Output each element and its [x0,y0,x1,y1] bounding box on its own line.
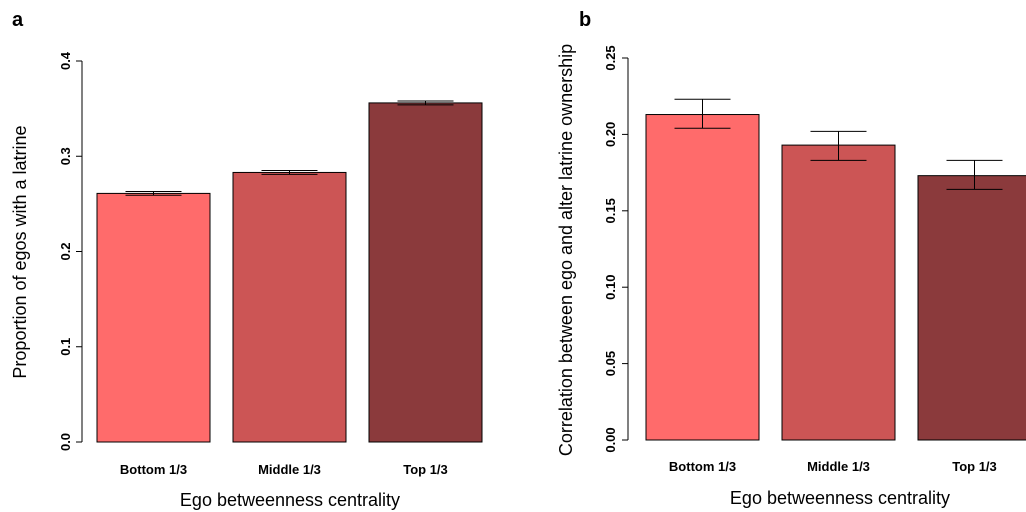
panel-a-x-tick-label: Bottom 1/3 [120,462,187,477]
panel-a-bar [96,192,211,443]
panel-b-label: b [579,9,591,31]
panel-a-bar [368,102,483,443]
panel-b-bar [917,175,1026,441]
panel-a-label: a [12,9,24,31]
panel-a-bar [232,171,347,443]
panel-b-x-tick-label: Top 1/3 [952,459,997,474]
panel-a-y-tick-label: 0.2 [58,242,73,260]
panel-b-y-axis-title: Correlation between ego and alter latrin… [556,44,576,456]
panel-a-y-tick-label: 0.3 [58,147,73,165]
panel-b-bar [645,114,760,441]
panel-a-x-axis-title: Ego betweenness centrality [180,490,400,510]
panel-a-plot-area: 0.0 0.1 0.2 0.3 0.4 Bottom 1/3 Middle 1/3 Top 1… [58,51,483,477]
panel-a: a Proportion of egos with a latrine Ego … [10,9,483,510]
panel-b-plot-area: 0.00 0.05 0.10 0.15 0.20 0.25 Bottom 1/3 Middle… [603,45,1026,474]
panel-b-y-tick-label: 0.25 [603,45,618,70]
panel-a-y-tick-label: 0.0 [58,433,73,451]
panel-a-x-tick-label: Top 1/3 [403,462,448,477]
panel-b-y-tick-label: 0.00 [603,427,618,452]
panel-b: b Correlation between ego and alter latr… [556,9,1026,508]
panel-a-y-tick-label: 0.4 [58,51,73,70]
panel-b-y-tick-label: 0.20 [603,122,618,147]
panel-a-y-axis-title: Proportion of egos with a latrine [10,125,30,378]
panel-a-y-tick-label: 0.1 [58,338,73,356]
panel-b-y-tick-label: 0.05 [603,351,618,376]
panel-b-x-axis-title: Ego betweenness centrality [730,488,950,508]
panel-b-bar [781,144,896,441]
panel-b-y-tick-label: 0.15 [603,198,618,223]
panel-b-x-tick-label: Middle 1/3 [807,459,870,474]
panel-a-x-tick-label: Middle 1/3 [258,462,321,477]
panel-b-y-tick-label: 0.10 [603,275,618,300]
panel-b-x-tick-label: Bottom 1/3 [669,459,736,474]
